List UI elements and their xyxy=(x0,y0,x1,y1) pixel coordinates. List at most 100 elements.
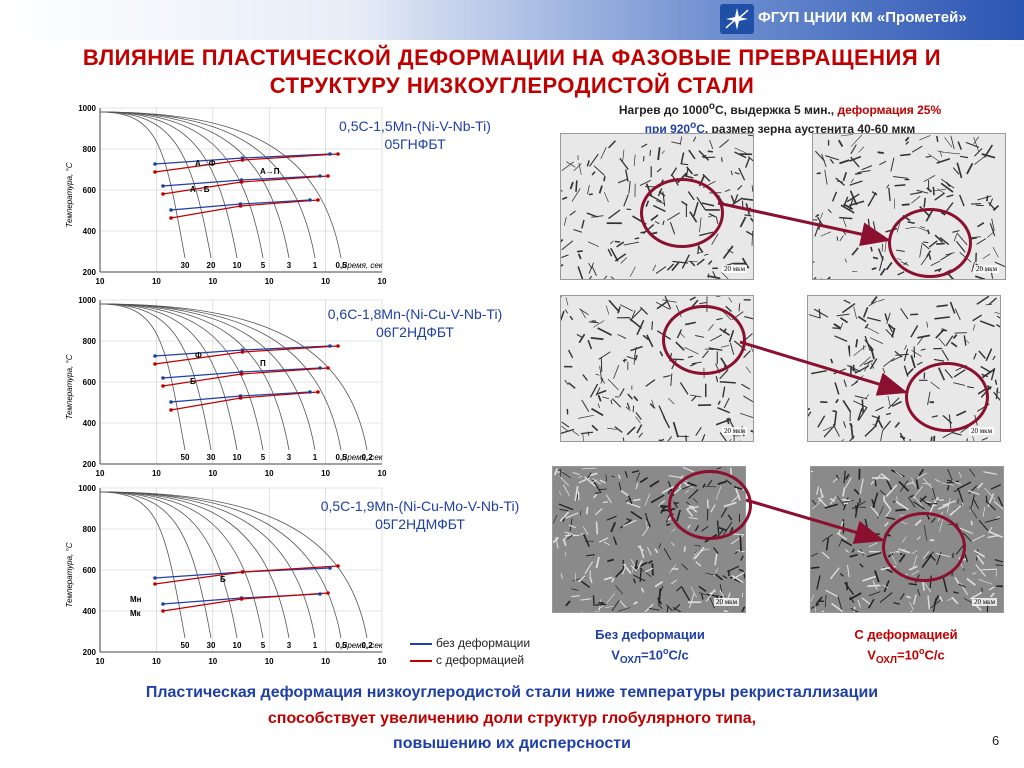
grain-boundary xyxy=(563,532,570,540)
grain-boundary xyxy=(630,345,643,352)
grain-boundary xyxy=(857,599,861,608)
grain-boundary xyxy=(855,172,862,175)
grain-boundary xyxy=(890,157,895,172)
grain-boundary xyxy=(639,476,648,484)
grain-boundary xyxy=(728,297,733,303)
grain-boundary xyxy=(712,271,717,279)
grain-boundary xyxy=(663,548,672,560)
cooling-rate-label: 0,2 xyxy=(361,453,373,462)
cooling-rate-label: 1 xyxy=(313,453,318,462)
grain-boundary xyxy=(837,139,844,147)
grain-boundary xyxy=(564,379,569,386)
x-tick-label: 10 xyxy=(96,469,105,478)
data-point xyxy=(326,366,330,370)
grain-boundary xyxy=(652,264,657,272)
grain-boundary xyxy=(923,197,926,208)
grain-boundary xyxy=(922,482,932,485)
grain-boundary xyxy=(832,410,837,413)
cooling-curve xyxy=(99,491,212,639)
grain-boundary xyxy=(996,390,1000,394)
grain-boundary xyxy=(957,498,959,504)
grain-boundary xyxy=(981,368,996,379)
grain-boundary xyxy=(662,416,671,429)
data-point xyxy=(336,344,340,348)
grain-boundary xyxy=(609,240,614,245)
grain-boundary xyxy=(963,335,967,346)
grain-boundary xyxy=(837,595,843,612)
cooling-curve xyxy=(99,111,238,259)
grain-boundary xyxy=(824,594,827,608)
grain-boundary xyxy=(655,301,671,310)
grain-boundary xyxy=(614,426,623,433)
y-tick-label: 800 xyxy=(83,337,97,346)
data-point xyxy=(336,152,340,156)
grain-boundary xyxy=(707,260,713,265)
grain-boundary xyxy=(844,582,855,595)
grain-boundary xyxy=(577,414,594,419)
grain-boundary xyxy=(871,191,878,196)
grain-boundary xyxy=(658,588,662,604)
grain-boundary xyxy=(824,169,828,185)
cooling-rate-label: 3 xyxy=(287,453,292,462)
grain-boundary xyxy=(587,339,593,350)
grain-boundary xyxy=(689,296,696,301)
grain-boundary xyxy=(911,349,922,357)
grain-boundary xyxy=(823,425,835,438)
grain-boundary xyxy=(741,257,750,269)
grain-boundary xyxy=(718,139,729,149)
grain-boundary xyxy=(927,595,931,610)
grain-boundary xyxy=(658,499,666,507)
grain-boundary xyxy=(968,490,980,496)
grain-boundary xyxy=(949,301,956,314)
grain-boundary xyxy=(974,275,986,279)
grain-boundary xyxy=(977,482,984,489)
grain-boundary xyxy=(942,576,948,593)
grain-boundary xyxy=(611,599,620,611)
grain-boundary xyxy=(607,558,615,563)
data-point xyxy=(153,170,157,174)
grain-boundary xyxy=(738,568,744,572)
grain-boundary xyxy=(864,424,877,437)
grain-boundary xyxy=(928,153,940,162)
grain-boundary xyxy=(920,348,926,351)
grain-boundary xyxy=(707,273,710,279)
grain-boundary xyxy=(928,502,938,505)
grain-boundary xyxy=(813,276,817,279)
data-point xyxy=(153,582,157,586)
cooling-rate-label: 30 xyxy=(207,641,216,650)
grain-boundary xyxy=(587,241,600,248)
cooling-rate-label: 20 xyxy=(207,261,216,270)
grain-boundary xyxy=(657,603,663,610)
grain-boundary xyxy=(972,436,975,441)
grain-boundary xyxy=(867,598,875,609)
grain-boundary xyxy=(834,335,848,342)
cooling-curve xyxy=(99,303,368,451)
grain-boundary xyxy=(569,315,574,321)
grain-boundary xyxy=(634,355,638,361)
grain-boundary xyxy=(634,559,639,569)
grain-boundary xyxy=(957,488,964,503)
org-name: ФГУП ЦНИИ КМ «Прометей» xyxy=(758,9,967,26)
grain-boundary xyxy=(639,179,651,186)
grain-boundary xyxy=(613,364,620,379)
grain-boundary xyxy=(642,526,650,537)
grain-boundary xyxy=(987,493,995,508)
grain-boundary xyxy=(982,253,991,259)
grain-boundary xyxy=(660,506,666,514)
grain-boundary xyxy=(849,553,858,558)
data-point xyxy=(336,564,340,568)
grain-boundary xyxy=(836,236,839,241)
grain-boundary xyxy=(879,268,886,276)
data-point xyxy=(240,350,245,354)
grain-boundary xyxy=(577,266,584,279)
scale-bar: 20 мкм xyxy=(973,265,999,273)
grain-boundary xyxy=(977,222,985,228)
grain-boundary xyxy=(588,275,593,279)
cooling-curve xyxy=(99,111,186,259)
grain-boundary xyxy=(885,516,896,521)
grain-boundary xyxy=(610,247,619,262)
x-tick-label: 10 xyxy=(96,657,105,666)
grain-boundary xyxy=(600,377,606,384)
grain-boundary xyxy=(575,493,579,501)
grain-boundary xyxy=(886,184,890,189)
